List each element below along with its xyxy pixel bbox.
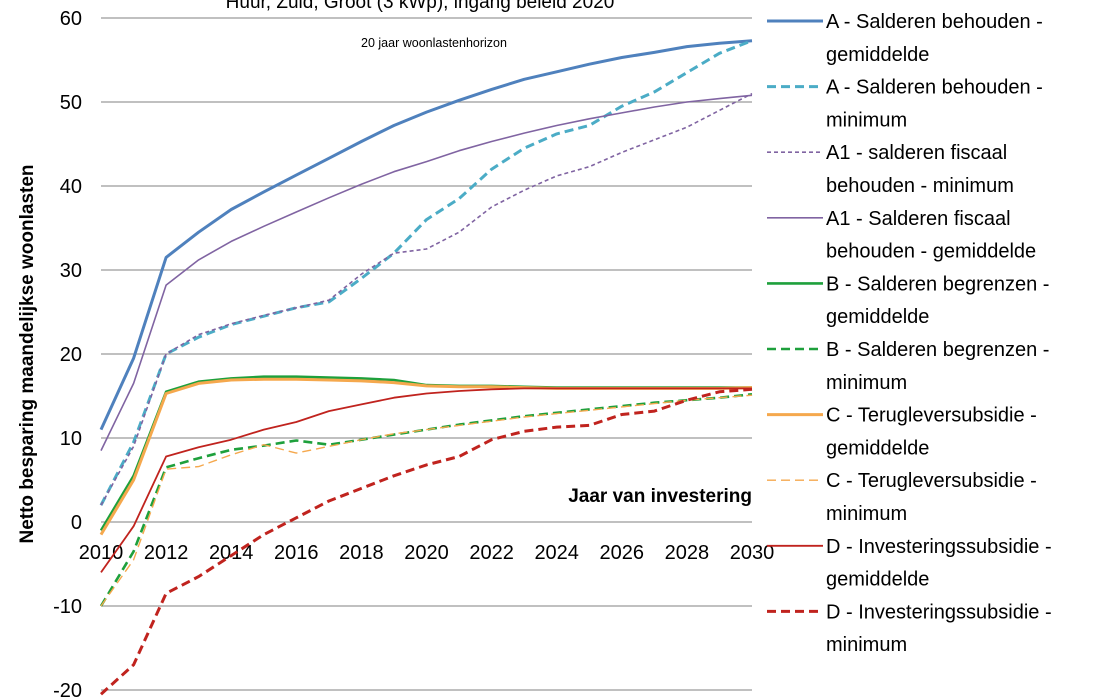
- y-tick-label: 0: [71, 512, 82, 534]
- legend: A - Salderen behouden - gemiddelde A - Sal…: [767, 11, 1052, 656]
- x-axis-label: Jaar van investering: [568, 486, 752, 507]
- legend-label: minimum: [826, 634, 907, 656]
- x-tick-label: 2018: [339, 542, 384, 564]
- x-tick-label: 2022: [469, 542, 514, 564]
- legend-label: A - Salderen behouden -: [826, 11, 1043, 33]
- legend-label: B - Salderen begrenzen -: [826, 273, 1049, 295]
- x-tick-label: 2010: [79, 542, 124, 564]
- legend-label: A - Salderen behouden -: [826, 77, 1043, 99]
- y-tick-label: 60: [60, 8, 82, 30]
- legend-label: A1 - salderen fiscaal: [826, 142, 1007, 164]
- legend-label: behouden - minimum: [826, 175, 1014, 197]
- series-line: [101, 95, 752, 450]
- legend-label: A1 - Salderen fiscaal: [826, 208, 1011, 230]
- legend-label: gemiddelde: [826, 437, 929, 459]
- legend-label: B - Salderen begrenzen -: [826, 339, 1049, 361]
- y-tick-label: -10: [53, 596, 82, 618]
- legend-label: D - Investeringssubsidie -: [826, 601, 1052, 623]
- y-tick-label: 50: [60, 92, 82, 114]
- legend-label: minimum: [826, 503, 907, 525]
- x-axis-tick-labels: 2010 2012 2014 2016 2018 2020 2022 2024 2026 2028…: [79, 542, 775, 564]
- chart-title: Huur, Zuid, Groot (3 kWp), ingang beleid…: [226, 0, 615, 13]
- y-axis-label: Netto besparing maandelijkse woonlasten: [17, 164, 38, 543]
- legend-label: D - Investeringssubsidie -: [826, 536, 1052, 558]
- legend-label: behouden - gemiddelde: [826, 241, 1036, 263]
- legend-label: C - Terugleversubsidie -: [826, 405, 1037, 427]
- legend-label: gemiddelde: [826, 569, 929, 591]
- series-line: [101, 41, 752, 430]
- legend-label: C - Terugleversubsidie -: [826, 470, 1037, 492]
- x-tick-label: 2026: [600, 542, 645, 564]
- gridlines: [101, 18, 752, 690]
- x-tick-label: 2024: [534, 542, 579, 564]
- series-lines: [101, 41, 752, 695]
- x-tick-label: 2028: [665, 542, 710, 564]
- x-tick-label: 2012: [144, 542, 189, 564]
- y-tick-label: 40: [60, 176, 82, 198]
- x-tick-label: 2016: [274, 542, 319, 564]
- legend-label: gemiddelde: [826, 306, 929, 328]
- legend-label: gemiddelde: [826, 44, 929, 66]
- legend-label: minimum: [826, 109, 907, 131]
- series-line: [101, 94, 752, 506]
- y-axis-tick-labels: -20 -10 0 10 20 30 40 50 60: [53, 8, 82, 700]
- y-tick-label: 30: [60, 260, 82, 282]
- y-tick-label: 10: [60, 428, 82, 450]
- y-tick-label: 20: [60, 344, 82, 366]
- series-line: [101, 41, 752, 506]
- x-tick-label: 2020: [404, 542, 449, 564]
- y-tick-label: -20: [53, 680, 82, 700]
- series-line: [101, 377, 752, 531]
- legend-label: minimum: [826, 372, 907, 394]
- horizon-annotation: 20 jaar woonlastenhorizon: [361, 36, 507, 50]
